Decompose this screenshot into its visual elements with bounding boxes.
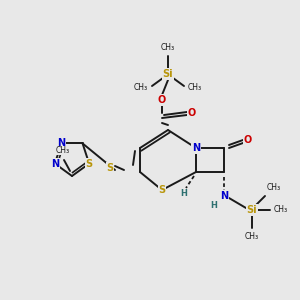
Text: S: S — [106, 163, 114, 173]
Text: N: N — [51, 159, 59, 169]
Text: CH₃: CH₃ — [274, 206, 288, 214]
Text: H: H — [211, 202, 218, 211]
Text: S: S — [158, 185, 166, 195]
Text: N: N — [57, 138, 65, 148]
Text: CH₃: CH₃ — [188, 83, 202, 92]
Text: O: O — [188, 108, 196, 118]
Text: CH₃: CH₃ — [267, 183, 281, 192]
Text: Si: Si — [163, 69, 173, 79]
Text: O: O — [158, 95, 166, 105]
Text: O: O — [244, 135, 252, 145]
Text: CH₃: CH₃ — [134, 83, 148, 92]
Text: CH₃: CH₃ — [161, 43, 175, 52]
Text: H: H — [181, 190, 188, 199]
Text: N: N — [220, 191, 228, 201]
Text: S: S — [85, 159, 93, 169]
Text: CH₃: CH₃ — [56, 146, 70, 155]
Text: N: N — [192, 143, 200, 153]
Text: Si: Si — [247, 205, 257, 215]
Text: CH₃: CH₃ — [245, 232, 259, 241]
